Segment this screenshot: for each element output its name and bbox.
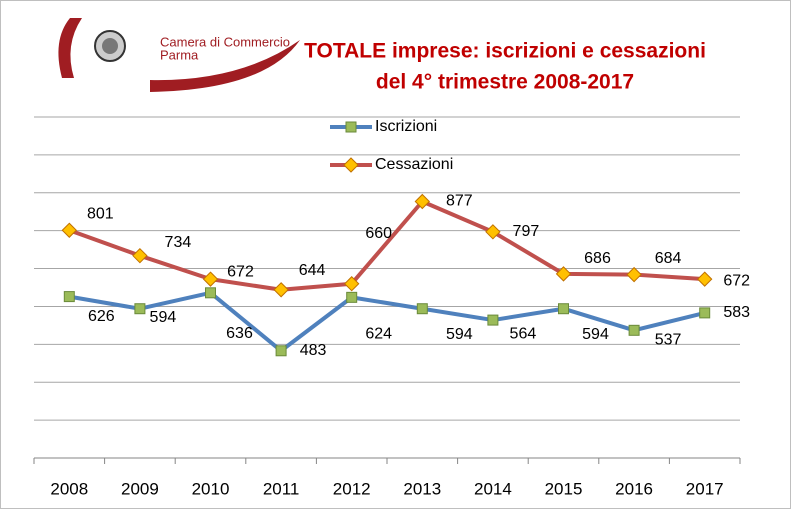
marker xyxy=(555,266,572,282)
marker xyxy=(134,303,146,315)
data-label: 624 xyxy=(365,326,392,343)
logo-text: Camera di Commercio xyxy=(160,34,290,49)
marker xyxy=(273,282,289,298)
data-label: 594 xyxy=(150,309,177,326)
marker xyxy=(343,276,360,292)
legend-label: Cessazioni xyxy=(375,156,453,173)
logo-swoosh xyxy=(58,18,82,78)
marker xyxy=(414,193,431,210)
marker xyxy=(558,303,569,315)
data-label: 537 xyxy=(655,332,682,349)
data-label: 583 xyxy=(723,304,750,321)
data-label: 636 xyxy=(226,325,253,342)
marker xyxy=(416,303,428,315)
x-tick-label: 2009 xyxy=(121,479,159,498)
data-label: 801 xyxy=(87,206,114,223)
marker xyxy=(699,307,711,319)
x-tick-label: 2008 xyxy=(50,479,88,498)
data-label: 626 xyxy=(88,308,115,325)
data-label: 877 xyxy=(446,193,473,210)
data-label: 797 xyxy=(513,223,540,240)
logo-seal xyxy=(102,38,118,54)
marker xyxy=(205,287,216,299)
data-label: 483 xyxy=(300,342,327,359)
marker xyxy=(61,222,78,238)
data-label: 564 xyxy=(510,325,537,342)
series-line xyxy=(68,199,705,292)
marker xyxy=(628,324,640,336)
marker xyxy=(696,271,713,287)
chart-title: del 4° trimestre 2008-2017 xyxy=(376,71,634,94)
marker xyxy=(275,345,287,357)
data-label: 660 xyxy=(365,225,392,242)
marker xyxy=(132,247,148,264)
x-tick-label: 2011 xyxy=(263,479,300,498)
x-tick-label: 2015 xyxy=(545,479,583,498)
marker xyxy=(345,121,357,133)
marker xyxy=(63,291,75,303)
x-tick-label: 2012 xyxy=(333,479,371,498)
logo-text: Parma xyxy=(160,47,199,62)
x-tick-label: 2010 xyxy=(192,479,230,498)
logo-swoosh xyxy=(150,40,300,92)
data-label: 734 xyxy=(165,234,192,251)
legend-label: Iscrizioni xyxy=(375,118,437,135)
x-tick-label: 2016 xyxy=(615,479,653,498)
series-line xyxy=(68,290,706,353)
marker xyxy=(343,157,359,173)
marker xyxy=(626,266,642,283)
marker xyxy=(202,271,219,287)
data-label: 672 xyxy=(723,272,750,289)
data-label: 686 xyxy=(584,250,611,267)
data-label: 684 xyxy=(655,250,682,267)
data-label: 644 xyxy=(299,262,326,279)
x-tick-label: 2017 xyxy=(686,479,724,498)
chart-title: TOTALE imprese: iscrizioni e cessazioni xyxy=(304,40,706,63)
x-tick-label: 2013 xyxy=(403,479,441,498)
logo: Camera di Commercio Parma xyxy=(58,18,300,92)
data-label: 672 xyxy=(227,263,254,280)
data-label: 594 xyxy=(446,326,473,343)
marker xyxy=(487,314,499,326)
x-tick-label: 2014 xyxy=(474,479,512,498)
marker xyxy=(485,224,501,240)
marker xyxy=(346,291,358,303)
data-label: 594 xyxy=(582,326,609,343)
